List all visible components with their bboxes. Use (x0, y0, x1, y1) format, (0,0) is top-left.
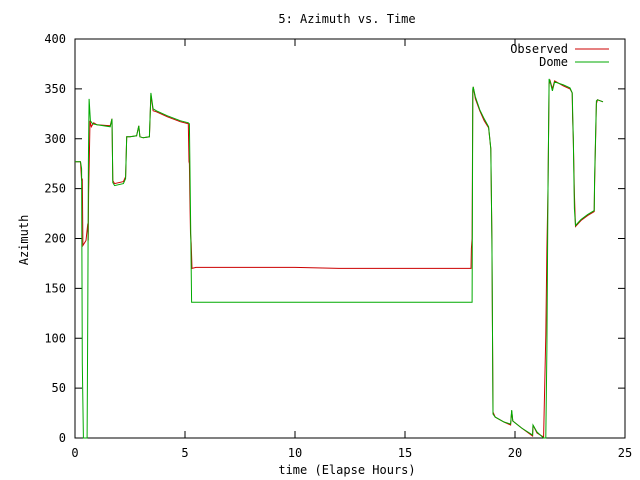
x-tick-label: 10 (288, 446, 302, 460)
legend: Observed Dome (510, 42, 609, 69)
plot-frame (74, 38, 626, 439)
chart-title: 5: Azimuth vs. Time (278, 12, 415, 26)
y-tick-label: 300 (44, 132, 66, 146)
y-tick-label: 350 (44, 82, 66, 96)
y-axis-label: Azimuth (17, 215, 31, 266)
x-tick-label: 20 (508, 446, 522, 460)
x-tick-label: 25 (618, 446, 632, 460)
legend-label-observed: Observed (510, 42, 568, 56)
series-line-dome (75, 78, 604, 439)
x-tick-label: 5 (181, 446, 188, 460)
y-tick-label: 200 (44, 232, 66, 246)
x-tick-label: 15 (398, 446, 412, 460)
series-line-observed (75, 79, 604, 438)
x-tick-label: 0 (71, 446, 78, 460)
legend-label-dome: Dome (539, 55, 568, 69)
axis-ticks (74, 38, 626, 439)
series-lines (75, 78, 604, 439)
y-tick-label: 0 (59, 431, 66, 445)
y-tick-label: 100 (44, 331, 66, 345)
y-tick-label: 250 (44, 182, 66, 196)
x-axis-label: time (Elapse Hours) (278, 463, 415, 477)
y-tick-label: 50 (52, 381, 66, 395)
y-tick-label: 150 (44, 281, 66, 295)
y-tick-label: 400 (44, 32, 66, 46)
